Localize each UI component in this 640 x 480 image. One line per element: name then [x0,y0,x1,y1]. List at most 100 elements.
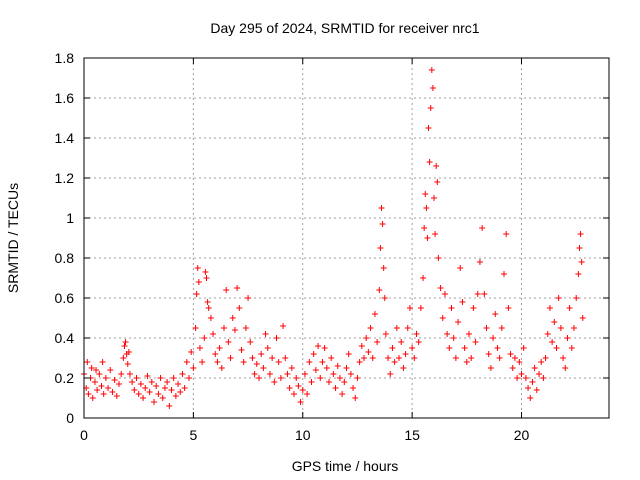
data-point [251,371,258,377]
data-point [421,225,428,231]
data-point [481,291,488,297]
data-point [382,331,389,337]
data-point [98,383,105,389]
data-point [560,355,567,361]
data-point [124,361,131,367]
data-point [538,359,545,365]
data-point [380,265,387,271]
data-point [549,339,556,345]
data-point [352,395,359,401]
data-point [487,365,494,371]
data-point [204,299,211,305]
data-point [369,355,376,361]
data-point [202,269,209,275]
data-point [578,259,585,265]
data-point [260,365,267,371]
data-point [423,205,430,211]
data-point [107,367,114,373]
data-point [321,345,328,351]
y-tick-label: 0.2 [55,370,75,386]
data-point [444,331,451,337]
data-point [485,351,492,357]
x-tick-label: 5 [189,427,197,443]
data-point [571,325,577,331]
data-point [210,331,217,337]
data-point [501,271,507,277]
data-point [377,245,384,251]
data-point [168,387,175,393]
data-point [546,305,553,311]
data-point [120,355,127,361]
data-point [391,359,398,365]
data-point [533,387,540,393]
data-point [193,291,200,297]
y-tick-label: 1 [66,210,74,226]
data-point [190,365,197,371]
data-point [245,295,252,301]
gridlines [84,58,609,418]
data-point [402,351,409,357]
data-point [203,275,210,281]
data-point [199,359,206,365]
data-point [577,231,584,237]
data-point [161,385,168,391]
data-point [470,305,477,311]
data-point [262,331,269,337]
data-point [385,355,392,361]
data-point [536,371,542,377]
data-point [221,325,227,331]
data-point [282,355,289,361]
data-point [520,345,527,351]
data-point [133,375,140,381]
data-point [177,389,184,395]
data-point [207,315,214,321]
data-point [312,367,319,373]
data-point [450,335,457,341]
data-point [422,191,429,197]
data-point [472,339,479,345]
data-point [345,351,352,357]
data-point [573,295,580,301]
data-point [332,385,339,391]
data-point [275,359,282,365]
data-point [306,359,313,365]
data-point [371,311,378,317]
chart-title: Day 295 of 2024, SRMTID for receiver nrc… [210,20,479,36]
data-point [492,311,499,317]
data-point [89,395,96,401]
data-point [111,377,118,383]
data-point [319,359,326,365]
data-point [225,339,232,345]
data-point [389,345,396,351]
data-point [398,339,405,345]
data-point [576,245,583,251]
data-point [229,315,236,321]
data-point [424,235,431,241]
data-point [100,391,107,397]
data-point [494,345,501,351]
data-point [247,339,254,345]
data-point [85,391,92,397]
data-point [378,205,385,211]
data-point [214,359,221,365]
data-point [396,355,402,361]
data-point [91,379,98,385]
data-point [496,355,503,361]
data-point [159,395,166,401]
data-point [297,399,304,405]
data-point [113,393,120,399]
data-point [452,355,459,361]
data-point [437,285,444,291]
data-point [144,373,151,379]
data-point [446,345,453,351]
data-point [374,339,381,345]
data-point [334,363,341,369]
data-point [122,339,129,345]
data-point [343,365,350,371]
data-point [249,355,256,361]
data-point [258,351,265,357]
data-point [483,325,490,331]
data-point [503,231,510,237]
data-point [426,159,433,165]
